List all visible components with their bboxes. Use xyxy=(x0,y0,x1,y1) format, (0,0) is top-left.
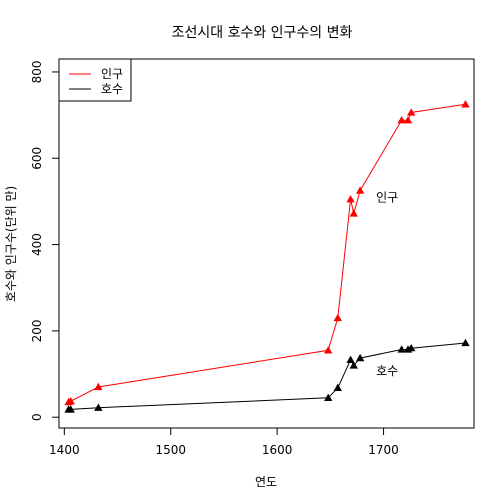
series-line-households xyxy=(68,342,466,410)
data-point-households xyxy=(333,383,342,392)
y-tick-label: 800 xyxy=(30,60,44,83)
annotation-households: 호수 xyxy=(376,364,398,378)
x-tick-label: 1600 xyxy=(262,443,293,457)
y-tick-label: 400 xyxy=(30,233,44,256)
data-point-households xyxy=(346,355,355,363)
y-tick-label: 200 xyxy=(30,319,44,342)
y-tick-label: 600 xyxy=(30,147,44,170)
data-point-population xyxy=(66,397,75,405)
x-tick-label: 1400 xyxy=(49,443,80,457)
legend-label-households: 호수 xyxy=(101,82,123,96)
chart-title: 조선시대 호수와 인구수의 변화 xyxy=(172,25,353,41)
data-point-households xyxy=(355,353,365,362)
data-point-population xyxy=(333,313,342,322)
legend: 인구 호수 xyxy=(58,58,132,102)
y-axis-label: 호수와 인구수(단위 만) xyxy=(4,186,18,302)
data-point-population xyxy=(397,116,406,124)
series-line-population xyxy=(68,103,466,403)
data-point-households xyxy=(66,405,75,413)
data-point-population xyxy=(355,186,365,194)
legend-label-population: 인구 xyxy=(101,67,123,81)
x-axis: 1400 1500 1600 1700 xyxy=(49,427,399,457)
x-tick-label: 1700 xyxy=(368,443,399,457)
data-point-households xyxy=(407,343,416,352)
data-point-households xyxy=(324,393,333,401)
x-axis-label: 연도 xyxy=(255,475,277,489)
data-point-population xyxy=(407,108,416,116)
data-point-households xyxy=(94,403,103,411)
data-point-population xyxy=(403,116,413,124)
data-point-households xyxy=(349,361,358,369)
data-point-households xyxy=(461,338,470,347)
annotation-population: 인구 xyxy=(376,190,398,204)
x-tick-label: 1500 xyxy=(155,443,186,457)
data-point-population xyxy=(461,100,470,108)
data-point-population xyxy=(346,195,355,203)
data-point-population xyxy=(349,209,358,217)
data-point-households xyxy=(397,345,406,353)
y-tick-label: 0 xyxy=(30,413,44,421)
data-point-population xyxy=(94,382,103,391)
series-layer xyxy=(64,100,470,413)
legend-box xyxy=(58,58,132,102)
data-point-population xyxy=(324,346,333,354)
y-axis: 0 200 400 600 800 xyxy=(30,60,60,421)
